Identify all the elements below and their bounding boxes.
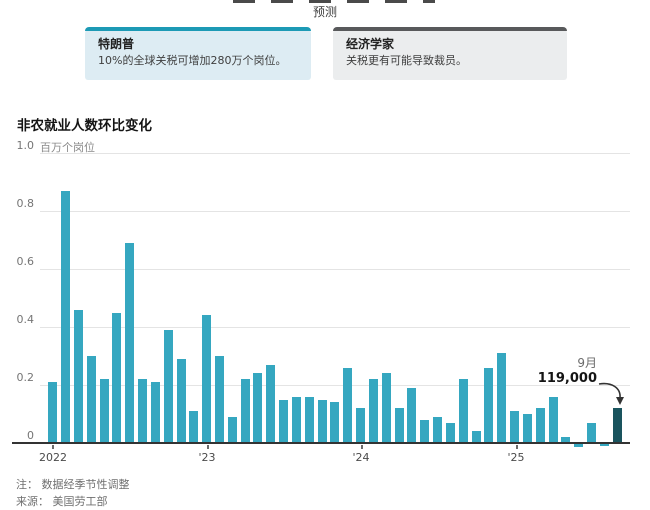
- annotation-value-label: 119,000: [537, 371, 597, 386]
- bar: [317, 399, 327, 443]
- bar: [445, 422, 455, 443]
- bar: [240, 379, 250, 443]
- bar: [343, 367, 353, 443]
- y-axis-label-0-8: 0.8: [16, 197, 35, 210]
- bar: [189, 411, 199, 443]
- forecast-card-trump: 特朗普 10%的全球关税可增加280万个岗位。: [85, 27, 311, 80]
- forecast-card-economists: 经济学家 关税更有可能导致裁员。: [333, 27, 567, 80]
- x-axis-label-2022: 2022: [39, 451, 67, 464]
- x-tick-23: [207, 445, 209, 449]
- bar: [587, 422, 597, 443]
- bar: [420, 419, 430, 443]
- chart-source: 来源： 美国劳工部: [16, 495, 108, 508]
- x-tick-2022: [52, 445, 54, 449]
- bar: [407, 387, 417, 443]
- annotation-arrow-icon: [598, 382, 624, 405]
- bar: [99, 379, 109, 443]
- bar: [433, 416, 443, 443]
- bar: [61, 190, 71, 443]
- annotation-month-label: 9月: [577, 356, 597, 370]
- bar: [599, 444, 609, 446]
- bar: [458, 379, 468, 443]
- bar: [304, 396, 314, 443]
- card-body-economists: 关税更有可能导致裁员。: [346, 54, 467, 67]
- bar: [176, 358, 186, 443]
- y-axis-unit-label: 百万个岗位: [40, 141, 95, 154]
- bar: [150, 382, 160, 443]
- bar: [163, 329, 173, 443]
- card-title-economists: 经济学家: [346, 37, 395, 51]
- y-axis-label-0-6: 0.6: [16, 255, 35, 268]
- bar: [535, 408, 545, 443]
- gridline-1-0: [40, 153, 630, 154]
- cropped-text-fragments: [233, 0, 435, 3]
- x-tick-24: [361, 445, 363, 449]
- bar: [202, 315, 212, 443]
- x-axis-label-24: '24: [352, 451, 370, 464]
- bar: [125, 242, 135, 443]
- chart-title: 非农就业人数环比变化: [17, 118, 152, 134]
- bar: [266, 364, 276, 443]
- x-axis-line: [12, 442, 630, 444]
- gridline-0-4: [40, 327, 630, 328]
- section-kicker: 预测: [312, 5, 337, 19]
- bar: [368, 379, 378, 443]
- bar: [471, 431, 481, 443]
- gridline-0-6: [40, 269, 630, 270]
- bar: [291, 396, 301, 443]
- bar: [381, 373, 391, 443]
- bar: [73, 309, 83, 443]
- highlight-annotation: 9月 119,000: [538, 356, 597, 387]
- bar: [574, 444, 584, 447]
- bar: [497, 353, 507, 443]
- bar-highlight-sep-2025: [612, 408, 622, 443]
- chart-note: 注： 数据经季节性调整: [16, 478, 130, 491]
- card-accent-bar: [85, 27, 311, 31]
- bar: [86, 356, 96, 443]
- y-axis-label-0: 0: [27, 429, 34, 442]
- bar: [138, 379, 147, 443]
- bar: [522, 414, 532, 443]
- y-axis-label-1-0: 1.0: [16, 139, 35, 152]
- bar: [112, 312, 122, 443]
- y-axis-label-0-2: 0.2: [16, 371, 35, 384]
- card-body-trump: 10%的全球关税可增加280万个岗位。: [98, 54, 287, 67]
- bar: [330, 402, 340, 443]
- bar: [394, 408, 404, 443]
- bar: [227, 416, 237, 443]
- bar: [253, 373, 263, 443]
- gridline-0-8: [40, 211, 630, 212]
- bar: [484, 367, 494, 443]
- gridline-0-2: [40, 385, 630, 386]
- bar: [279, 399, 289, 443]
- x-axis-label-23: '23: [198, 451, 216, 464]
- y-axis-label-0-4: 0.4: [16, 313, 35, 326]
- bar: [48, 382, 58, 443]
- x-axis-label-25: '25: [507, 451, 525, 464]
- bar: [548, 396, 558, 443]
- bar: [510, 411, 520, 443]
- x-tick-25: [516, 445, 518, 449]
- bar: [214, 356, 224, 443]
- card-title-trump: 特朗普: [98, 37, 135, 51]
- bar: [561, 437, 571, 443]
- card-accent-bar: [333, 27, 567, 31]
- bar: [356, 408, 366, 443]
